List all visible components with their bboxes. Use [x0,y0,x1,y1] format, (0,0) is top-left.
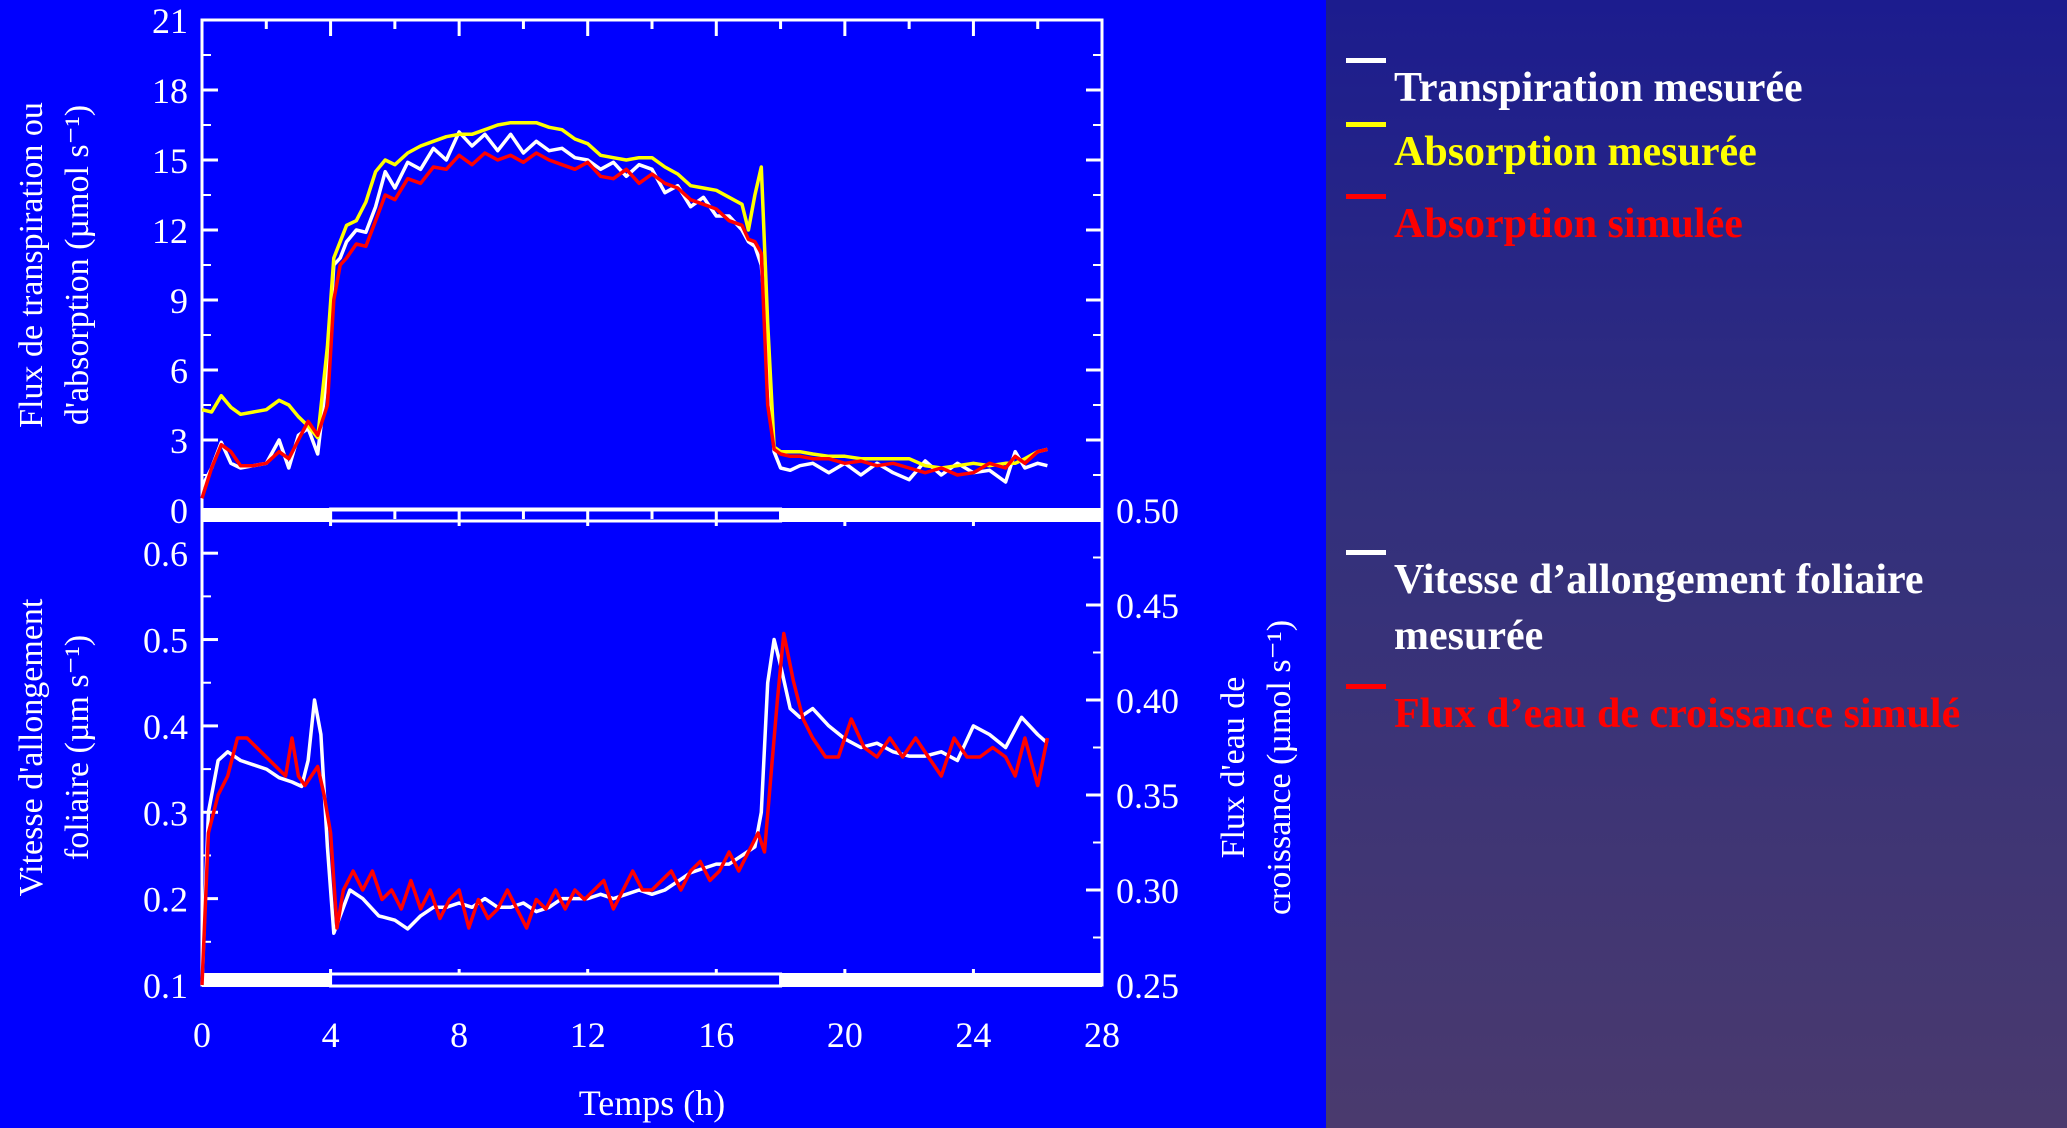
top-y-tick-label: 15 [152,141,188,181]
legend-item-absorption-measured: Absorption mesurée [1346,122,1757,180]
x-tick-label: 24 [955,1015,991,1055]
bottom-series-line-1 [200,631,1050,986]
legend-item-elongation: Vitesse d’allongement foliaire mesurée [1346,550,2034,664]
x-tick-label: 28 [1084,1015,1120,1055]
bottom-y2-tick-label: 0.25 [1116,966,1179,1006]
bottom-plot: 0.1 0.2 0.3 0.4 0.5 0.6 0.25 0.30 0.35 0.40 0.45 0.… [13,491,1298,1123]
x-axis-label: Temps (h) [579,1083,725,1123]
top-y-tick-label: 12 [152,211,188,251]
bottom-y-tick-label: 0.1 [143,966,188,1006]
legend-swatch-absorption-measured [1346,122,1386,127]
bottom-dark-period-bar [202,973,331,987]
top-y-axis-label-line1: Flux de transpiration ou [13,102,50,428]
top-y-tick-label: 9 [170,281,188,321]
legend-label-elongation: Vitesse d’allongement foliaire mesurée [1394,557,1924,659]
top-y-tick-label: 21 [152,1,188,41]
legend-label-absorption-simulated: Absorption simulée [1394,201,1743,247]
top-y-tick-label: 18 [152,71,188,111]
chart-panel: 0 3 6 9 12 15 18 21 Flux de transpiration ou d'ab… [0,0,1326,1128]
top-series-line-2 [200,151,1048,499]
x-tick-label: 0 [193,1015,211,1055]
bottom-y2-tick-label: 0.30 [1116,871,1179,911]
legend-panel: Transpiration mesurée Absorption mesurée… [1326,0,2067,1128]
bottom-y-tick-label: 0.2 [143,880,188,920]
bottom-y2-axis-label-line1: Flux d'eau de [1215,677,1252,859]
x-tick-label: 12 [570,1015,606,1055]
top-plot-frame [200,18,1104,512]
legend-item-growth-flux: Flux d’eau de croissance simulé [1346,684,1961,742]
legend-swatch-transpiration [1346,58,1386,63]
top-y-tick-label: 3 [170,421,188,461]
legend-swatch-absorption-simulated [1346,194,1386,199]
top-y-axis-label-line2: d'absorption (µmol s⁻¹) [59,105,96,425]
bottom-y-axis-label-line1: Vitesse d'allongement [13,598,50,896]
x-tick-label: 20 [827,1015,863,1055]
bottom-y2-tick-label: 0.50 [1116,491,1179,531]
bottom-light-period-bar [329,972,783,988]
legend-label-transpiration: Transpiration mesurée [1394,65,1803,111]
bottom-y2-axis-label-line2: croissance (µmol s⁻¹) [1261,620,1298,915]
legend-label-growth-flux: Flux d’eau de croissance simulé [1394,691,1961,737]
x-tick-label: 16 [698,1015,734,1055]
bottom-y2-tick-label: 0.35 [1116,776,1179,816]
top-series-line-1 [201,120,1048,470]
bottom-y-tick-label: 0.3 [143,793,188,833]
bottom-dark-period-bar-2 [780,973,1102,987]
legend-label-absorption-measured: Absorption mesurée [1394,129,1757,175]
legend-swatch-elongation [1346,550,1386,555]
top-y-tick-label: 0 [170,491,188,531]
bottom-y2-tick-label: 0.40 [1116,681,1179,721]
bottom-y-tick-label: 0.5 [143,621,188,661]
bottom-y-tick-label: 0.6 [143,534,188,574]
bottom-series-line-0 [200,637,1049,986]
legend-item-absorption-simulated: Absorption simulée [1346,194,1743,252]
top-series-line-0 [200,130,1048,488]
top-plot: 0 3 6 9 12 15 18 21 Flux de transpiration ou d'ab… [13,1,1104,531]
charts-svg: 0 3 6 9 12 15 18 21 Flux de transpiration ou d'ab… [13,1,1298,1123]
top-y-tick-label: 6 [170,351,188,391]
legend-swatch-growth-flux [1346,684,1386,689]
bottom-y-axis-label-line2: foliaire (µm s⁻¹) [59,635,96,860]
x-tick-label: 8 [450,1015,468,1055]
bottom-y2-tick-label: 0.45 [1116,586,1179,626]
legend-item-transpiration: Transpiration mesurée [1346,58,1803,116]
x-tick-label: 4 [322,1015,340,1055]
bottom-y-tick-label: 0.4 [143,707,188,747]
